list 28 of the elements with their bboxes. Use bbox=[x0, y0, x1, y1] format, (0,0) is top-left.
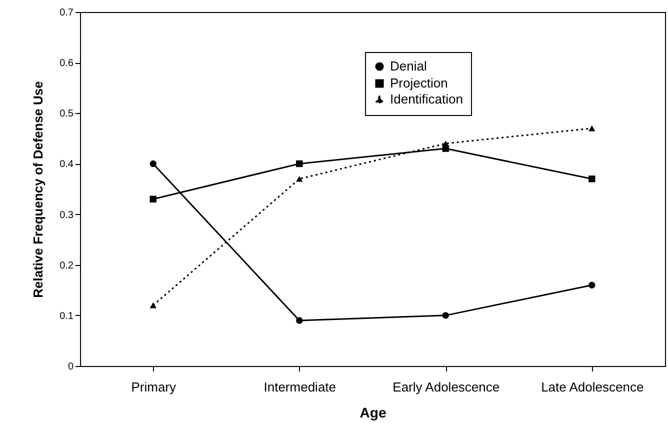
y-tick-label: 0.4 bbox=[60, 159, 74, 170]
y-tick-label: 0.5 bbox=[60, 108, 74, 120]
point bbox=[296, 317, 303, 324]
legend-label: Projection bbox=[390, 76, 448, 90]
legend-label: Denial bbox=[390, 58, 427, 74]
x-tick-label: Primary bbox=[131, 380, 177, 394]
point bbox=[150, 160, 156, 168]
point bbox=[296, 160, 303, 168]
x-axis-title: Age bbox=[360, 404, 386, 420]
point bbox=[588, 125, 596, 132]
point bbox=[442, 140, 449, 146]
point bbox=[150, 302, 156, 308]
y-tick-label: 0.7 bbox=[60, 8, 74, 18]
y-tick-label: 0.1 bbox=[60, 310, 74, 322]
point bbox=[442, 312, 449, 319]
point bbox=[588, 282, 596, 288]
y-tick-label: 0.3 bbox=[60, 210, 74, 221]
y-tick-label: 0.2 bbox=[60, 260, 74, 272]
x-tick-label: Early Adolescence bbox=[392, 380, 500, 394]
point bbox=[296, 176, 303, 182]
point bbox=[150, 196, 156, 202]
y-axis-title: Relative Frequency of Defense Use bbox=[30, 81, 46, 298]
y-tick-label: 0.6 bbox=[60, 58, 74, 70]
x-tick-label: Late Adolescence bbox=[541, 380, 644, 394]
legend-label: Identification bbox=[390, 92, 463, 106]
point bbox=[588, 176, 596, 182]
y-tick-label: 0 bbox=[68, 362, 74, 372]
x-tick-label: Intermediate bbox=[264, 380, 336, 394]
